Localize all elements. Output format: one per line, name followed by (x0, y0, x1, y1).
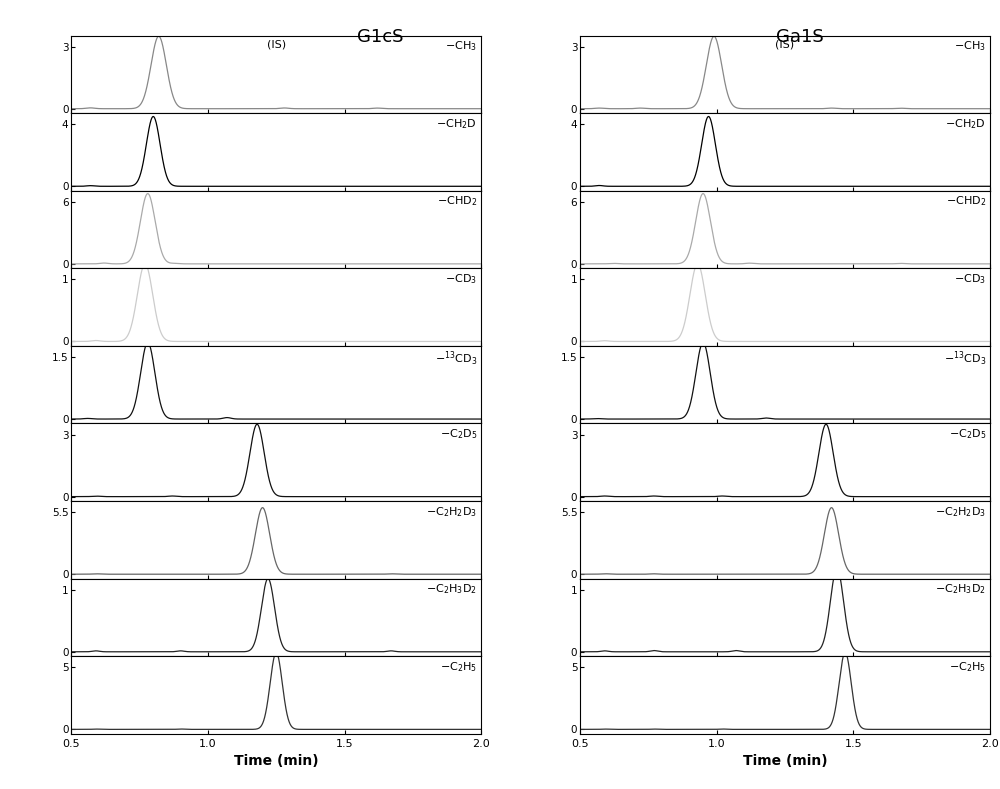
Text: $-$CH$_2$D: $-$CH$_2$D (945, 117, 986, 131)
Text: ×10$^{2}$: ×10$^{2}$ (551, 50, 577, 63)
Text: ×10$^{2}$: ×10$^{2}$ (551, 360, 577, 374)
Text: ×10$^{2}$: ×10$^{2}$ (42, 515, 68, 529)
Text: ×10$^{1}$: ×10$^{1}$ (551, 204, 577, 219)
X-axis label: Time (min): Time (min) (234, 754, 319, 768)
Text: ×10$^{3}$: ×10$^{3}$ (42, 670, 68, 684)
Text: $-$CH$_3$: $-$CH$_3$ (445, 39, 477, 53)
Text: $-$$^{13}$CD$_3$: $-$$^{13}$CD$_3$ (435, 350, 477, 368)
Text: ×10$^{2}$: ×10$^{2}$ (551, 515, 577, 529)
Text: $-$CHD$_2$: $-$CHD$_2$ (437, 195, 477, 208)
Text: ×10$^{2}$: ×10$^{2}$ (551, 282, 577, 296)
Text: ×10$^{3}$: ×10$^{3}$ (551, 593, 577, 607)
Text: $-$$^{13}$CD$_3$: $-$$^{13}$CD$_3$ (944, 350, 986, 368)
Text: $-$C$_2$H$_5$: $-$C$_2$H$_5$ (949, 660, 986, 674)
Text: $-$C$_2$H$_5$: $-$C$_2$H$_5$ (440, 660, 477, 674)
Text: $-$CH$_3$: $-$CH$_3$ (954, 39, 986, 53)
Text: $-$C$_2$H$_2$D$_3$: $-$C$_2$H$_2$D$_3$ (935, 505, 986, 518)
Text: $-$CD$_3$: $-$CD$_3$ (445, 272, 477, 286)
Text: ×10$^{1}$: ×10$^{1}$ (42, 127, 68, 141)
Text: ×10$^{1}$: ×10$^{1}$ (551, 127, 577, 141)
Text: (IS): (IS) (267, 39, 286, 50)
Text: ×10$^{1}$: ×10$^{1}$ (42, 204, 68, 219)
Text: ×10$^{2}$: ×10$^{2}$ (42, 282, 68, 296)
Text: Ga1S: Ga1S (776, 28, 824, 46)
Text: $-$C$_2$H$_3$D$_2$: $-$C$_2$H$_3$D$_2$ (935, 582, 986, 596)
Text: $-$C$_2$H$_2$D$_3$: $-$C$_2$H$_2$D$_3$ (426, 505, 477, 518)
Text: $-$CD$_3$: $-$CD$_3$ (954, 272, 986, 286)
Text: ×10$^{2}$: ×10$^{2}$ (42, 50, 68, 63)
X-axis label: Time (min): Time (min) (743, 754, 827, 768)
Text: $-$C$_2$H$_3$D$_2$: $-$C$_2$H$_3$D$_2$ (426, 582, 477, 596)
Text: $-$CHD$_2$: $-$CHD$_2$ (946, 195, 986, 208)
Text: G1cS: G1cS (357, 28, 403, 46)
Text: (IS): (IS) (775, 39, 795, 50)
Text: ×10$^{3}$: ×10$^{3}$ (42, 593, 68, 607)
Text: $-$C$_2$D$_5$: $-$C$_2$D$_5$ (440, 428, 477, 441)
Text: $-$CH$_2$D: $-$CH$_2$D (436, 117, 477, 131)
Text: ×10$^{3}$: ×10$^{3}$ (551, 670, 577, 684)
Text: ×10$^{2}$: ×10$^{2}$ (551, 437, 577, 451)
Text: ×10$^{2}$: ×10$^{2}$ (42, 360, 68, 374)
Text: $-$C$_2$D$_5$: $-$C$_2$D$_5$ (949, 428, 986, 441)
Text: ×10$^{2}$: ×10$^{2}$ (42, 437, 68, 451)
